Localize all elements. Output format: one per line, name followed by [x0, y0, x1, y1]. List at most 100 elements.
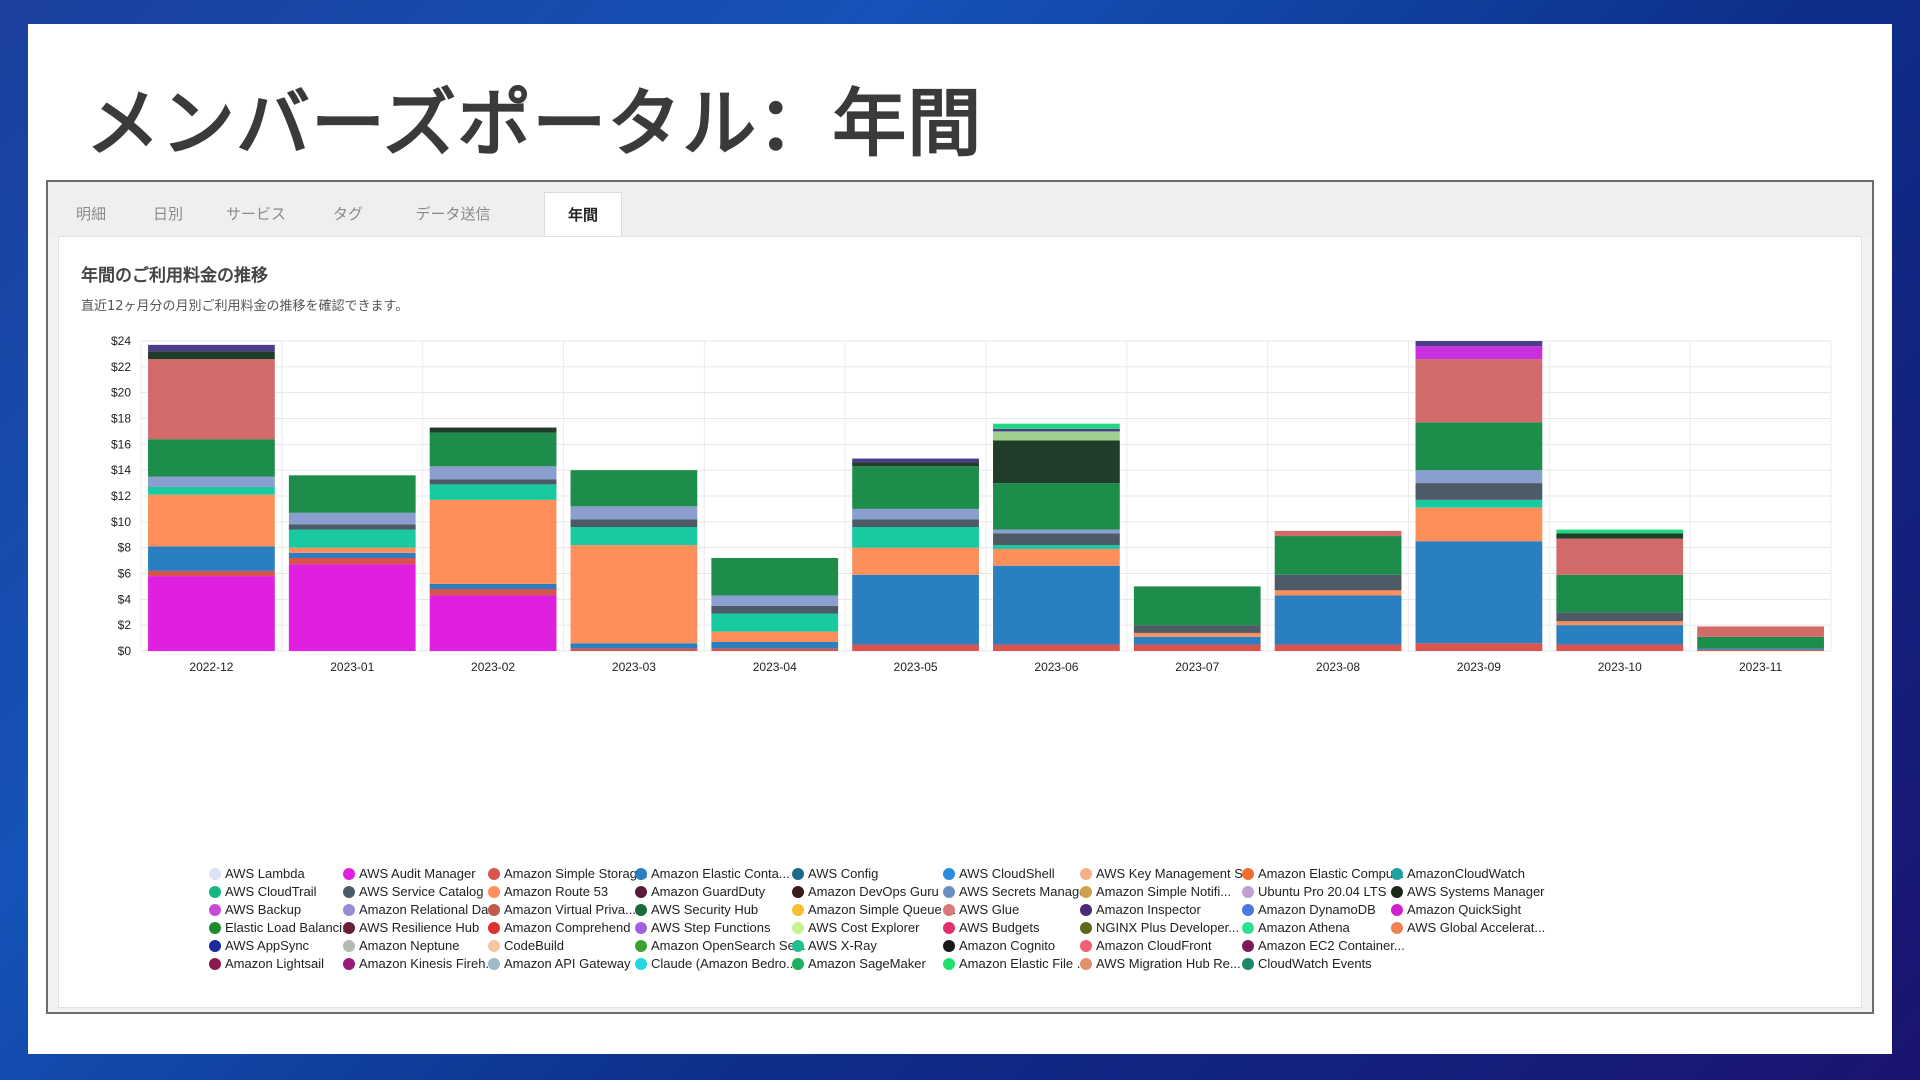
legend-item[interactable]: Amazon Neptune: [343, 936, 459, 956]
bar-segment: [1274, 536, 1402, 575]
legend-item[interactable]: AWS Migration Hub Re...: [1080, 954, 1241, 974]
legend-label: AWS Global Accelerat...: [1407, 920, 1546, 935]
legend-item[interactable]: Amazon Simple Queue ...: [792, 900, 956, 920]
bar-segment: [852, 547, 979, 575]
tab-annual[interactable]: 年間: [544, 192, 622, 236]
legend-item[interactable]: AWS X-Ray: [792, 936, 877, 956]
bar-segment: [1697, 626, 1824, 637]
legend-item[interactable]: Claude (Amazon Bedro...: [635, 954, 797, 974]
legend-color-dot: [1242, 940, 1254, 952]
legend-item[interactable]: Amazon Route 53: [488, 882, 608, 902]
bar-segment: [570, 506, 698, 520]
bar-segment: [429, 466, 557, 480]
legend-item[interactable]: Amazon QuickSight: [1391, 900, 1521, 920]
legend-item[interactable]: AWS Secrets Manager: [943, 882, 1091, 902]
legend-color-dot: [1080, 958, 1092, 970]
legend-item[interactable]: AWS Backup: [209, 900, 301, 920]
bar-segment: [570, 519, 698, 527]
legend-item[interactable]: AWS Lambda: [209, 864, 305, 884]
legend-item[interactable]: Amazon Simple Notifi...: [1080, 882, 1231, 902]
tab-details[interactable]: 明細: [75, 205, 106, 223]
legend-label: Amazon Inspector: [1096, 902, 1201, 917]
legend-item[interactable]: Amazon Elastic Compu...: [1242, 864, 1404, 884]
bar-segment: [711, 605, 839, 614]
legend-item[interactable]: Amazon EC2 Container...: [1242, 936, 1405, 956]
y-tick-label: $16: [111, 437, 131, 451]
legend-item[interactable]: Amazon Athena: [1242, 918, 1350, 938]
bar-segment: [429, 479, 557, 485]
legend-item[interactable]: Amazon Lightsail: [209, 954, 324, 974]
legend-item[interactable]: AWS Key Management S...: [1080, 864, 1254, 884]
legend-item[interactable]: AWS Global Accelerat...: [1391, 918, 1545, 938]
bar-segment: [570, 470, 698, 507]
legend-item[interactable]: AWS Service Catalog: [343, 882, 484, 902]
bar-segment: [1415, 341, 1543, 347]
legend-color-dot: [1080, 904, 1092, 916]
bar-segment: [1133, 586, 1261, 626]
legend-color-dot: [1242, 922, 1254, 934]
legend-label: CloudWatch Events: [1258, 956, 1372, 971]
bar-segment: [711, 641, 839, 649]
bar-segment: [1697, 648, 1824, 650]
legend-item[interactable]: AWS Systems Manager: [1391, 882, 1545, 902]
tab-data-export[interactable]: データ送信: [415, 205, 491, 223]
tab-daily[interactable]: 日別: [152, 205, 183, 223]
legend-item[interactable]: Amazon DynamoDB: [1242, 900, 1376, 920]
legend-item[interactable]: Amazon Kinesis Fireh...: [343, 954, 496, 974]
legend-item[interactable]: Amazon CloudFront: [1080, 936, 1212, 956]
legend-item[interactable]: AWS Budgets: [943, 918, 1039, 938]
bar-segment: [148, 494, 275, 547]
tab-tag[interactable]: タグ: [332, 205, 363, 223]
legend-label: Amazon Athena: [1258, 920, 1350, 935]
legend-item[interactable]: Amazon DevOps Guru: [792, 882, 939, 902]
legend-item[interactable]: AWS CloudShell: [943, 864, 1055, 884]
bar-segment: [429, 589, 557, 596]
bar-segment: [1415, 541, 1543, 644]
tab-service[interactable]: サービス: [225, 205, 286, 223]
bar-segment: [1556, 644, 1684, 651]
bar-segment: [1697, 636, 1824, 649]
legend-item[interactable]: AWS AppSync: [209, 936, 309, 956]
legend-item[interactable]: AWS Resilience Hub: [343, 918, 479, 938]
legend-item[interactable]: Amazon Cognito: [943, 936, 1055, 956]
legend-item[interactable]: AWS CloudTrail: [209, 882, 317, 902]
legend-color-dot: [635, 958, 647, 970]
legend-item[interactable]: Amazon Elastic File ...: [943, 954, 1088, 974]
legend-label: AWS Budgets: [959, 920, 1040, 935]
legend-item[interactable]: Amazon Comprehend: [488, 918, 630, 938]
bar-segment: [993, 431, 1120, 441]
legend-item[interactable]: Amazon Inspector: [1080, 900, 1201, 920]
legend-item[interactable]: Amazon Virtual Priva...: [488, 900, 636, 920]
section-title: 年間のご利用料金の推移: [81, 266, 268, 286]
legend-item[interactable]: Amazon API Gateway: [488, 954, 630, 974]
legend-item[interactable]: AWS Cost Explorer: [792, 918, 920, 938]
legend-item[interactable]: CodeBuild: [488, 936, 564, 956]
legend-item[interactable]: AWS Step Functions: [635, 918, 770, 938]
bar-segment: [852, 527, 979, 548]
bar-segment: [1556, 529, 1684, 534]
bar-segment: [570, 545, 698, 644]
legend-item[interactable]: Amazon GuardDuty: [635, 882, 765, 902]
legend-item[interactable]: AmazonCloudWatch: [1391, 864, 1525, 884]
legend-item[interactable]: Ubuntu Pro 20.04 LTS: [1242, 882, 1386, 902]
legend-item[interactable]: Amazon Relational Da...: [343, 900, 499, 920]
legend-color-dot: [1080, 886, 1092, 898]
legend-color-dot: [792, 922, 804, 934]
legend-item[interactable]: NGINX Plus Developer...: [1080, 918, 1239, 938]
legend-item[interactable]: CloudWatch Events: [1242, 954, 1372, 974]
legend-item[interactable]: Amazon Elastic Conta...: [635, 864, 790, 884]
bar-segment: [1415, 499, 1543, 508]
y-tick-label: $0: [118, 644, 132, 658]
legend-item[interactable]: Amazon Simple Storag...: [488, 864, 648, 884]
legend-item[interactable]: AWS Audit Manager: [343, 864, 476, 884]
legend-item[interactable]: AWS Glue: [943, 900, 1019, 920]
legend-label: NGINX Plus Developer...: [1096, 920, 1240, 935]
legend-item[interactable]: AWS Security Hub: [635, 900, 758, 920]
legend-item[interactable]: Amazon OpenSearch Se...: [635, 936, 806, 956]
bar-segment: [148, 486, 275, 495]
legend-item[interactable]: Elastic Load Balanci...: [209, 918, 353, 938]
legend-item[interactable]: Amazon SageMaker: [792, 954, 926, 974]
legend-item[interactable]: AWS Config: [792, 864, 878, 884]
bar-segment: [1556, 621, 1684, 626]
legend-color-dot: [1391, 886, 1403, 898]
